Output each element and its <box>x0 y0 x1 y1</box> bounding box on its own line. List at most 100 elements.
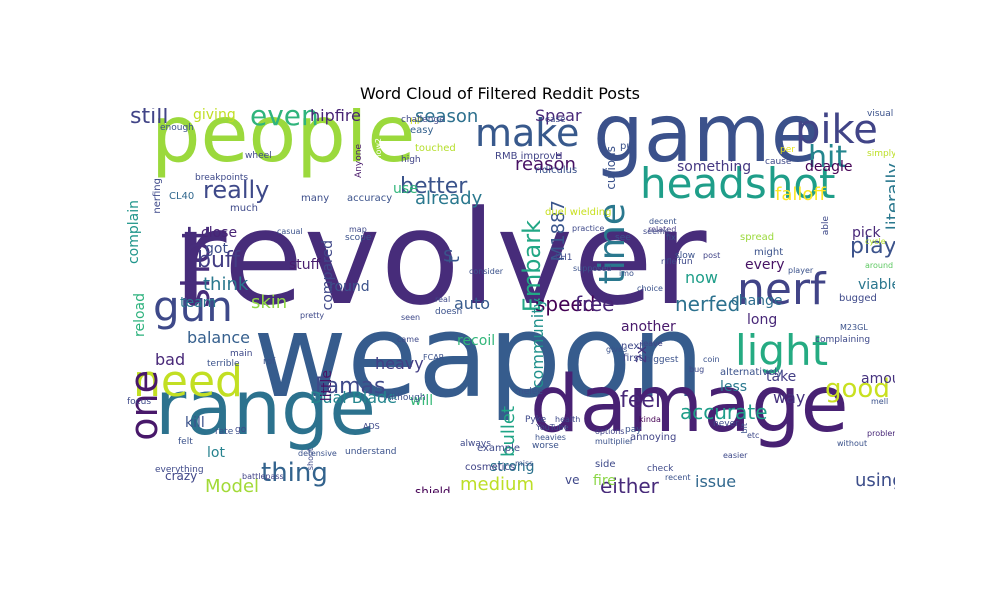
word-touched: touched <box>415 143 456 154</box>
word-better: better <box>400 174 468 199</box>
word-seen: seen <box>401 313 421 322</box>
word-balance: balance <box>187 328 250 347</box>
word-hipfire: hipfire <box>310 108 361 125</box>
word-bug: bug <box>689 365 705 374</box>
word-amount: amount <box>861 371 895 387</box>
word-less: less <box>720 379 748 395</box>
word-defensive: defensive <box>298 449 337 458</box>
word-etc: etc <box>747 431 760 440</box>
word-coin: coin <box>703 355 720 364</box>
word-challenge: challenge <box>401 115 445 125</box>
word-team: team <box>180 295 217 311</box>
word-breakpoints: breakpoints <box>195 173 249 183</box>
word-worse: worse <box>532 441 559 451</box>
word-kinda: kinda <box>639 415 661 424</box>
word-came: came <box>397 335 420 344</box>
word-viable: viable <box>858 277 895 293</box>
word-problem: problem <box>867 429 895 438</box>
word-wheel: wheel <box>245 151 272 161</box>
word-spear: Spear <box>535 108 582 125</box>
word-already: already <box>415 188 483 209</box>
word-make: make <box>475 111 580 155</box>
word-main: main <box>230 349 253 359</box>
word-seems: seems <box>643 227 669 236</box>
word-fun: fun <box>678 257 693 267</box>
word-recent: recent <box>665 473 691 482</box>
word-bad: bad <box>155 350 186 369</box>
word-fire: fire <box>593 473 616 489</box>
word-bugged: bugged <box>839 293 877 304</box>
word-post: post <box>703 251 721 260</box>
word-alternatively: alternatively <box>720 367 783 378</box>
word-cause: cause <box>765 157 792 167</box>
word-even: even <box>250 108 319 132</box>
word-now2: now2 <box>374 138 383 160</box>
word-annoying: annoying <box>630 432 677 443</box>
word-dual-blade: Dual Blade <box>310 388 398 407</box>
word-cl40: CL40 <box>169 191 195 202</box>
word-revolver: revolver <box>173 182 707 334</box>
word-medium: medium <box>460 474 534 494</box>
word-miss: miss <box>515 459 534 468</box>
word-shield: shield <box>415 485 451 493</box>
word-damage: damage <box>530 360 849 450</box>
word-doesn: doesn <box>435 307 463 317</box>
word-ve: ve <box>565 473 580 487</box>
word-bit: bit <box>740 423 749 434</box>
word-hit: hit <box>808 140 848 175</box>
word-terrible: terrible <box>207 359 240 369</box>
word-understand: understand <box>345 447 397 457</box>
word-curious: curious <box>604 146 618 190</box>
word-m23gl: M23GL <box>840 323 868 332</box>
word-spread: spread <box>740 232 775 243</box>
word-cycle: cycle <box>865 237 886 246</box>
word-lot: lot <box>207 445 225 461</box>
word-example: example <box>477 443 521 454</box>
word-rof: rof <box>263 357 276 367</box>
word-pyke: Pyke <box>525 415 547 425</box>
word-change: change <box>731 293 783 309</box>
word-fix: fix <box>666 233 676 242</box>
word-kill: kill <box>185 415 205 431</box>
word-thing: thing <box>261 458 328 488</box>
word-able: able <box>821 216 831 236</box>
word-range: range <box>155 363 376 452</box>
word-map: map <box>349 225 367 234</box>
word-rifle: rifle <box>661 257 677 266</box>
word-little: little <box>319 370 335 402</box>
word-scope: scope <box>345 233 372 243</box>
word-player: player <box>788 266 814 275</box>
word-mell: mell <box>871 397 889 406</box>
word-gives: gives <box>606 345 628 354</box>
word-easy: easy <box>410 125 434 136</box>
word-leave: leave <box>641 339 663 348</box>
word-complaining: complaining <box>815 335 871 345</box>
word-game: game <box>593 108 820 180</box>
word-next: next <box>621 341 644 352</box>
word-still: still <box>130 108 169 129</box>
word-choice: choice <box>637 284 663 293</box>
word-hp: HP <box>410 117 423 127</box>
word-round: round <box>329 279 370 295</box>
word-now: now <box>685 268 719 287</box>
word-take: take <box>766 369 797 385</box>
word-will: will <box>410 393 434 409</box>
word-pick: pick <box>852 225 881 241</box>
word-anyone: Anyone <box>354 144 364 178</box>
word-play: play <box>850 234 895 259</box>
word-health: health <box>555 415 581 424</box>
word-heavy: heavy <box>375 354 424 373</box>
word-consider: consider <box>469 267 504 276</box>
word-famas: Famas <box>315 374 386 399</box>
word-visual: visual <box>867 109 894 119</box>
word-never: never <box>713 419 739 429</box>
word-around: around <box>865 261 894 270</box>
word-many: many <box>301 193 330 204</box>
word-case: case <box>545 115 566 125</box>
word-need: need <box>133 356 243 407</box>
word-easier: easier <box>723 451 748 460</box>
word-long: long <box>747 312 778 328</box>
word-buff: buff <box>197 248 241 273</box>
word-check: check <box>647 464 674 474</box>
